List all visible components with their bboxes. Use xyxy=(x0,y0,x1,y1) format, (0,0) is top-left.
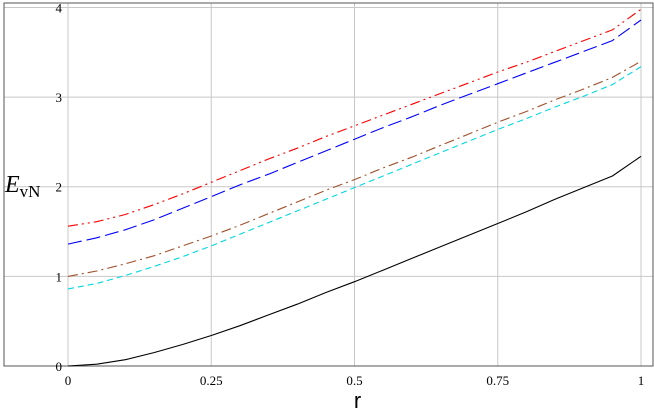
x-axis-ticks: 0 0.25 0.5 0.75 1 xyxy=(65,373,645,388)
x-tick-label: 0.75 xyxy=(486,373,509,388)
series-layer xyxy=(67,8,642,367)
x-tick-label: 0.25 xyxy=(200,373,223,388)
y-axis-ticks: 0 1 2 3 4 xyxy=(56,0,63,374)
x-tick-label: 0 xyxy=(65,373,72,388)
y-tick-label: 0 xyxy=(56,359,63,374)
series-line-3 xyxy=(67,60,642,277)
y-tick-label: 2 xyxy=(56,180,63,195)
series-line-5 xyxy=(67,155,642,367)
series-line-1 xyxy=(67,8,642,227)
x-axis-label: r xyxy=(354,388,361,413)
y-tick-label: 3 xyxy=(56,90,63,105)
series-line-2 xyxy=(67,19,642,245)
y-tick-label: 1 xyxy=(56,269,63,284)
y-axis-label-main: E xyxy=(4,172,20,198)
plot-frame xyxy=(3,2,654,367)
grid xyxy=(4,3,653,367)
x-tick-label: 1 xyxy=(638,373,645,388)
x-tick-label: 0.5 xyxy=(346,373,362,388)
y-tick-label: 4 xyxy=(56,0,63,15)
y-axis-label-subscript: vN xyxy=(20,182,41,201)
y-axis-label: EvN xyxy=(4,172,40,201)
series-line-4 xyxy=(67,66,642,290)
